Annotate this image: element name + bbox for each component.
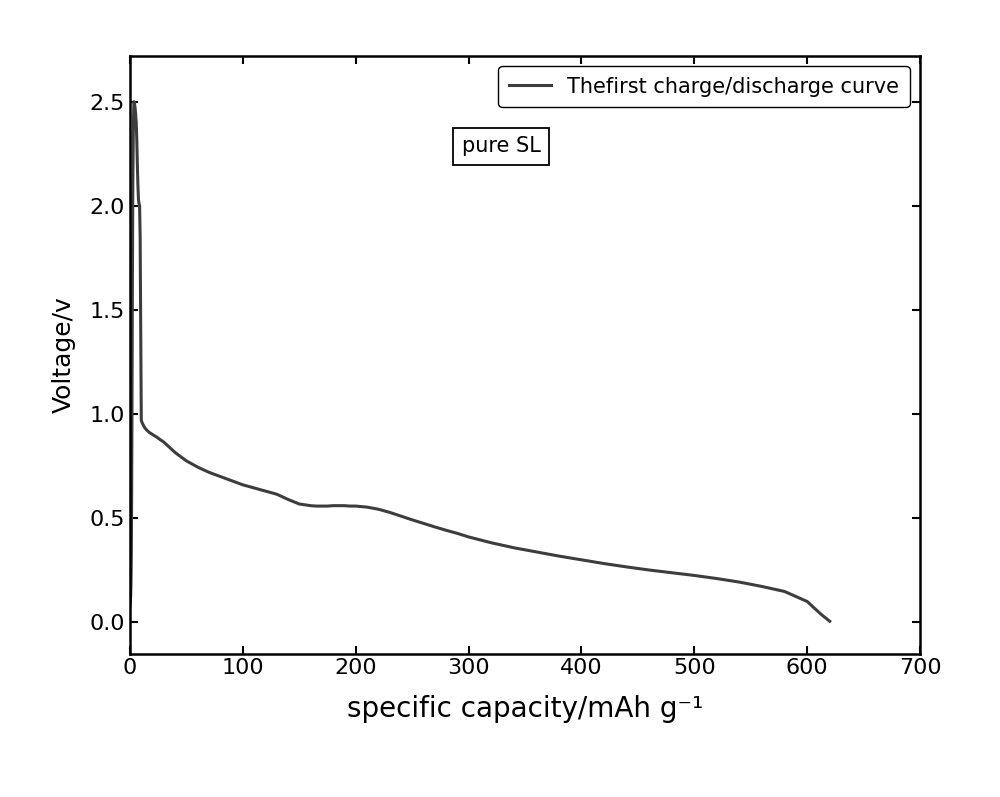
X-axis label: specific capacity/mAh g⁻¹: specific capacity/mAh g⁻¹	[347, 695, 703, 723]
Y-axis label: Voltage/v: Voltage/v	[52, 296, 76, 413]
Thefirst charge/discharge curve	[124, 601, 136, 611]
Thefirst charge/discharge curve	[192, 462, 204, 472]
Thefirst charge/discharge curve	[128, 96, 140, 106]
Thefirst charge/discharge curve	[440, 525, 452, 535]
Thefirst charge/discharge curve	[124, 597, 136, 607]
Thefirst charge/discharge curve	[508, 543, 520, 552]
Thefirst charge/discharge curve	[126, 482, 138, 492]
Legend: Thefirst charge/discharge curve: Thefirst charge/discharge curve	[498, 66, 910, 107]
Thefirst charge/discharge curve	[237, 480, 249, 489]
Line: Thefirst charge/discharge curve: Thefirst charge/discharge curve	[130, 101, 830, 621]
Thefirst charge/discharge curve	[824, 616, 836, 626]
Text: pure SL: pure SL	[462, 136, 541, 156]
